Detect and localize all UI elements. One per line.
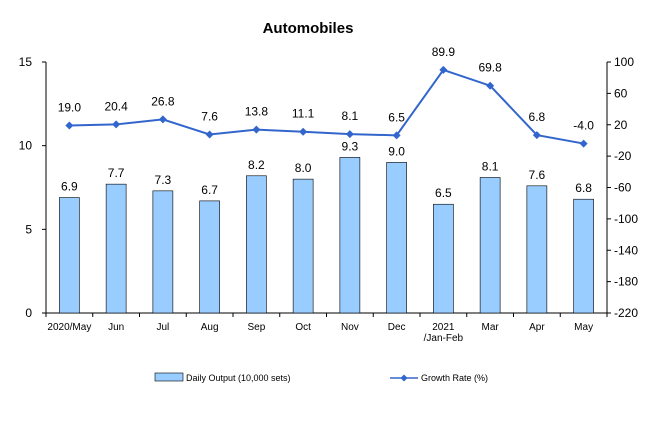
growth-rate-line bbox=[69, 68, 584, 145]
bar bbox=[199, 200, 220, 314]
x-tick-label: Dec bbox=[388, 322, 406, 333]
bar bbox=[433, 203, 454, 314]
line-data-label: 20.4 bbox=[104, 99, 128, 113]
line-data-label: 7.6 bbox=[201, 109, 218, 123]
y-right-tick-label: -100 bbox=[614, 212, 638, 226]
bar bbox=[339, 157, 361, 314]
x-tick-label: Nov bbox=[341, 322, 359, 333]
y-left-tick-label: 15 bbox=[19, 55, 33, 69]
bar-series bbox=[59, 157, 594, 314]
line-data-label: 19.0 bbox=[58, 101, 82, 115]
bar bbox=[573, 198, 594, 314]
growth-rate-point bbox=[439, 65, 448, 74]
bar-data-label: 6.5 bbox=[435, 186, 452, 200]
y-right-tick-label: 100 bbox=[614, 55, 634, 69]
growth-rate-point bbox=[579, 139, 588, 148]
x-tick-label: Jul bbox=[156, 322, 169, 333]
bar-data-label: 9.0 bbox=[388, 144, 405, 158]
growth-rate-point bbox=[532, 131, 541, 140]
growth-rate-point bbox=[252, 125, 261, 134]
axes: 0 5 10 15 100 60 20 -20 -60 -100 -140 -180 -220 2020/… bbox=[19, 55, 639, 344]
x-tick-label: 2020/May bbox=[47, 322, 91, 333]
growth-rate-point bbox=[345, 130, 354, 139]
y-right-tick-label: -220 bbox=[614, 306, 638, 320]
bar-data-label: 7.7 bbox=[108, 166, 125, 180]
bar-data-label: 9.3 bbox=[342, 139, 359, 153]
y-right-tick-label: -140 bbox=[614, 243, 638, 257]
x-tick-label: May bbox=[574, 322, 593, 333]
bar bbox=[152, 190, 174, 314]
bar-data-label: 6.7 bbox=[201, 183, 218, 197]
bar bbox=[105, 183, 127, 314]
bar-data-label: 8.2 bbox=[248, 158, 265, 172]
bar-data-label: 7.6 bbox=[529, 168, 546, 182]
y-right-tick-label: -180 bbox=[614, 275, 638, 289]
x-tick-label: Aug bbox=[201, 322, 219, 333]
data-labels: 6.9 7.7 7.3 6.7 8.2 8.0 9.3 9.0 6.5 8.1 7.6 6.8 19.0… bbox=[58, 45, 595, 200]
legend-swatch-growth-rate-marker bbox=[400, 374, 408, 382]
line-data-label: 13.8 bbox=[245, 105, 269, 119]
y-left-tick-label: 0 bbox=[25, 306, 32, 320]
y-right-tick-label: -20 bbox=[614, 149, 632, 163]
y-right-tick-label: 20 bbox=[614, 118, 628, 132]
line-data-label: 6.5 bbox=[388, 110, 405, 124]
line-series bbox=[65, 65, 588, 148]
bar bbox=[479, 177, 501, 314]
line-data-label: 11.1 bbox=[292, 107, 315, 121]
bar bbox=[59, 197, 80, 314]
bar bbox=[386, 162, 407, 314]
bar-data-label: 7.3 bbox=[155, 173, 172, 187]
bar-data-label: 8.1 bbox=[482, 159, 499, 173]
bar-data-label: 6.9 bbox=[61, 180, 78, 194]
growth-rate-point bbox=[158, 115, 167, 124]
growth-rate-point bbox=[205, 130, 214, 139]
bar bbox=[246, 175, 267, 314]
growth-rate-point bbox=[112, 120, 121, 129]
growth-rate-point bbox=[65, 121, 74, 130]
line-data-label: 8.1 bbox=[342, 109, 359, 123]
growth-rate-point bbox=[392, 131, 401, 140]
y-left-tick-label: 10 bbox=[19, 139, 33, 153]
line-data-label: 89.9 bbox=[432, 45, 456, 59]
x-tick-label: Oct bbox=[295, 322, 311, 333]
y-right-tick-label: 60 bbox=[614, 86, 628, 100]
growth-rate-point bbox=[486, 81, 495, 90]
bar-data-label: 6.8 bbox=[575, 181, 592, 195]
legend-swatch-daily-output bbox=[154, 372, 184, 382]
legend-label-growth-rate: Growth Rate (%) bbox=[421, 373, 488, 383]
legend: Daily Output (10,000 sets) Growth Rate (… bbox=[154, 372, 488, 383]
y-left-tick-label: 5 bbox=[25, 222, 32, 236]
line-data-label: 26.8 bbox=[151, 94, 175, 108]
bar-data-label: 8.0 bbox=[295, 161, 312, 175]
y-right-tick-label: -60 bbox=[614, 181, 632, 195]
line-data-label: -4.0 bbox=[573, 119, 594, 133]
line-data-label: 69.8 bbox=[478, 61, 502, 75]
x-tick-label: 2021/Jan-Feb bbox=[424, 322, 464, 344]
x-tick-label: Mar bbox=[482, 322, 500, 333]
line-data-label: 6.8 bbox=[529, 110, 546, 124]
bar bbox=[292, 178, 314, 314]
legend-label-daily-output: Daily Output (10,000 sets) bbox=[186, 373, 291, 383]
x-tick-label: Sep bbox=[247, 322, 265, 333]
x-tick-label: Jun bbox=[108, 322, 124, 333]
x-tick-label: Apr bbox=[529, 322, 545, 333]
bar bbox=[526, 185, 548, 314]
growth-rate-point bbox=[299, 127, 308, 136]
chart-title: Automobiles bbox=[263, 20, 354, 37]
